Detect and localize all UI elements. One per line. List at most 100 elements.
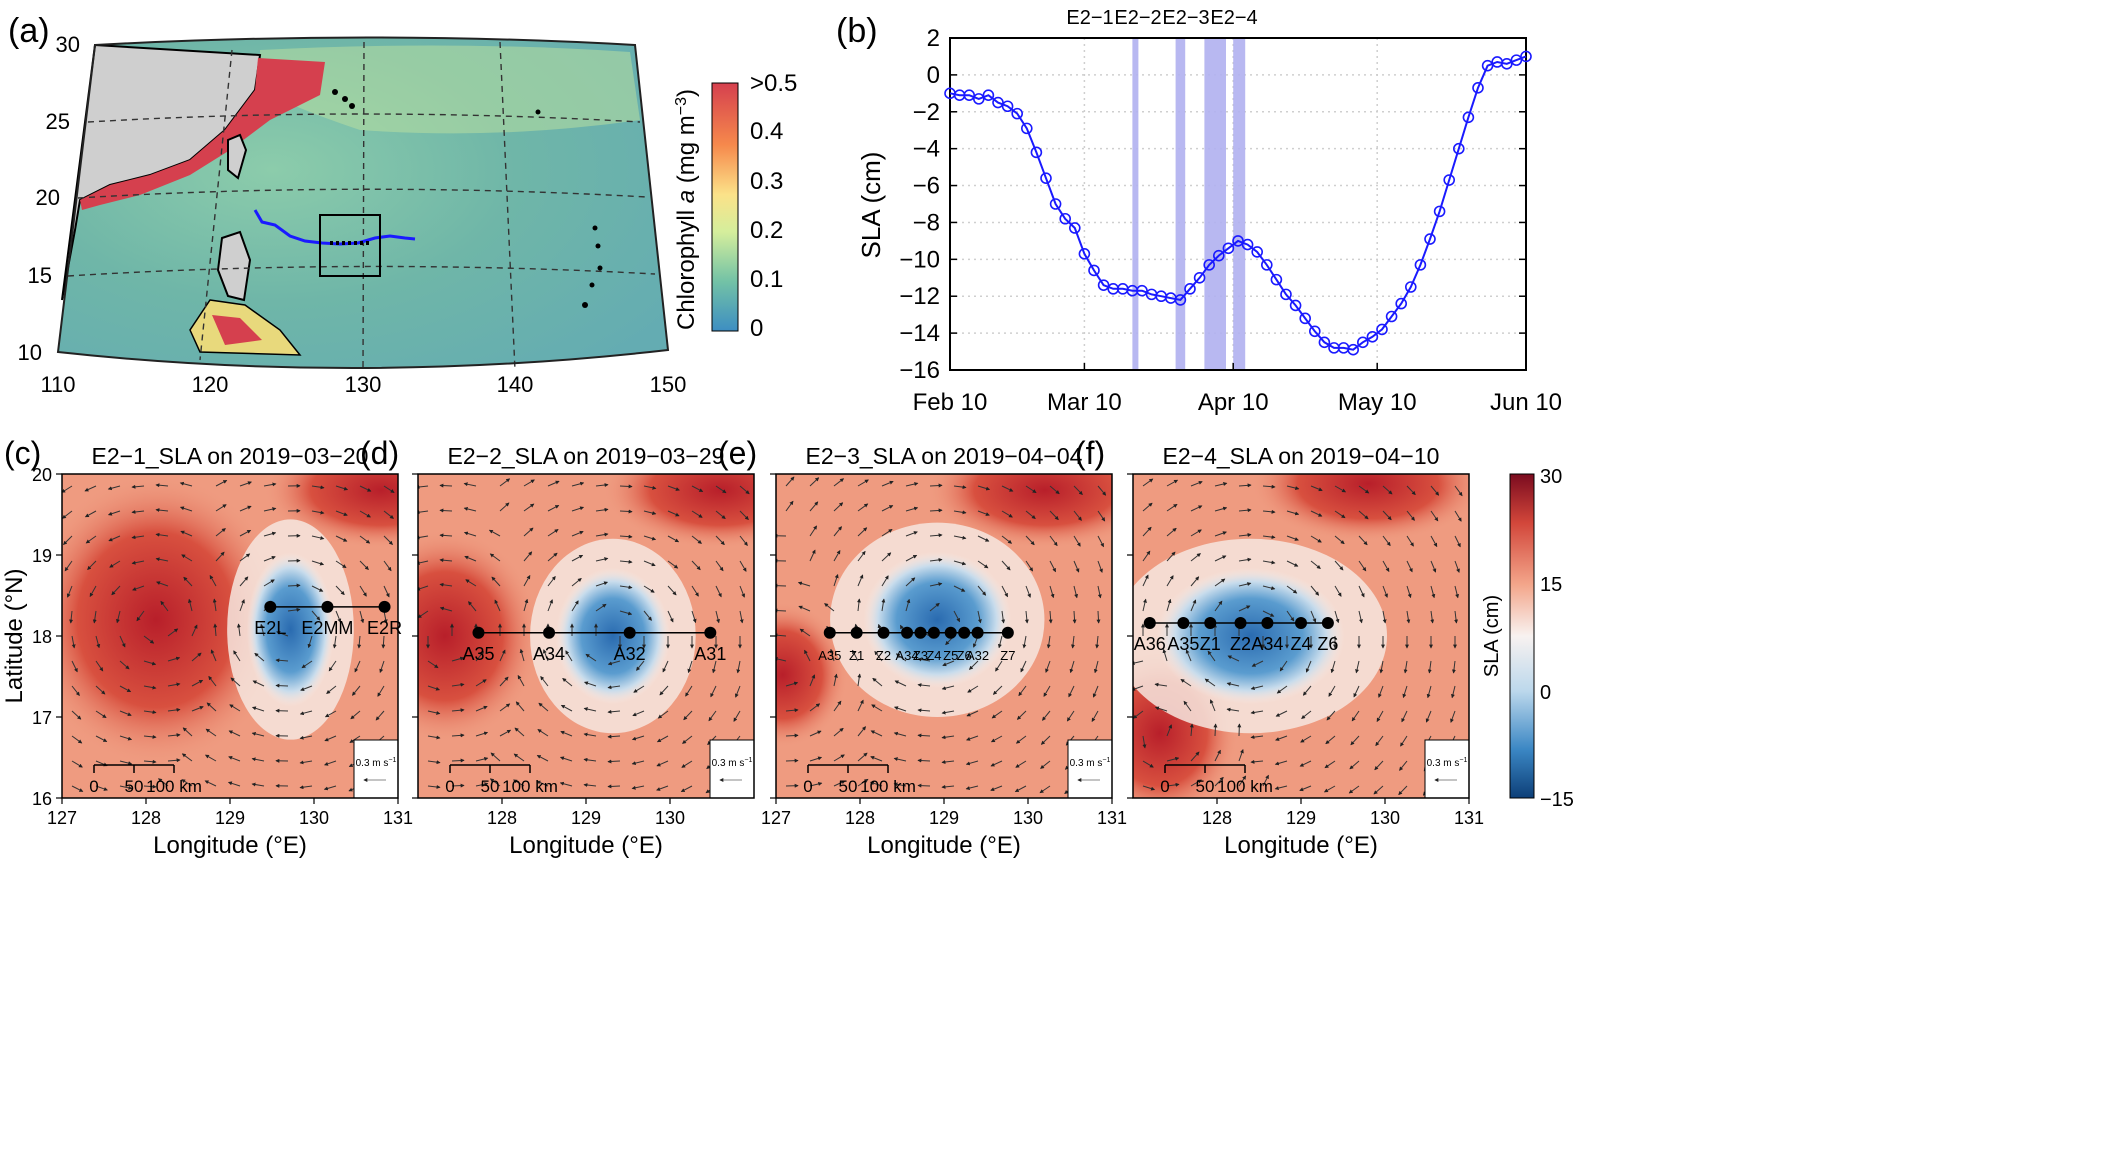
- event-band: [1175, 38, 1186, 370]
- station-label: A34: [533, 644, 565, 664]
- small-islands: [332, 89, 603, 308]
- station-marker: [901, 626, 914, 639]
- data-point: [1136, 284, 1148, 297]
- panel-a-label: (a): [8, 12, 50, 50]
- svg-text:50: 50: [481, 777, 500, 796]
- lon-tick-label: 128: [1202, 808, 1232, 828]
- svg-text:50: 50: [125, 777, 144, 796]
- svg-text:0: 0: [1540, 682, 1551, 704]
- chart-frame: [949, 37, 1527, 371]
- lat-tick-label: 17: [32, 708, 52, 728]
- map-graticule: [67, 41, 656, 373]
- svg-text:50: 50: [839, 777, 858, 796]
- sla-colorbar-ticks: 30 15 0 −15: [1540, 466, 1574, 811]
- data-point: [1241, 238, 1254, 251]
- sla-panel-label: (c): [4, 435, 41, 471]
- data-point: [1433, 205, 1446, 218]
- data-point: [1385, 310, 1398, 323]
- lon-tick-label: 130: [1013, 808, 1043, 828]
- x-tick-label: Apr 10: [1198, 389, 1269, 416]
- lon-tick-label: 131: [1097, 808, 1127, 828]
- lon-tick-label: 129: [1286, 808, 1316, 828]
- station-marker: [1321, 617, 1334, 630]
- data-point: [1021, 122, 1033, 135]
- distance-scale-bar: 0 50 100 km: [89, 764, 202, 796]
- y-tick-label: −14: [899, 320, 940, 347]
- station-marker: [623, 626, 636, 639]
- cold-eddy: [555, 567, 670, 705]
- lon-tick-label: 131: [383, 808, 413, 828]
- lat-tick-label: 16: [32, 789, 52, 809]
- svg-text:0.4: 0.4: [750, 118, 783, 145]
- svg-text:100 km: 100 km: [502, 777, 558, 796]
- svg-text:0.2: 0.2: [750, 217, 783, 244]
- station-label: A32: [966, 648, 989, 663]
- luzon-land: [216, 230, 252, 302]
- warm-region-ne: [602, 474, 754, 549]
- y-tick-label: −4: [913, 136, 940, 163]
- station-marker: [378, 600, 391, 613]
- data-point: [1395, 297, 1407, 310]
- data-point: [1059, 212, 1071, 225]
- data-point: [1232, 235, 1244, 247]
- svg-text:>0.5: >0.5: [750, 70, 797, 97]
- data-point: [1347, 343, 1359, 356]
- station-label: A32: [614, 644, 646, 664]
- station-marker: [971, 626, 984, 639]
- data-point: [1376, 323, 1388, 336]
- station-label: Z6: [957, 648, 972, 663]
- velocity-arrows: [418, 478, 750, 795]
- sla-colorbar-bar: [1509, 473, 1535, 799]
- data-point: [1501, 58, 1513, 70]
- data-point: [1424, 233, 1436, 245]
- data-point: [1030, 146, 1043, 159]
- station-label: E2MM: [301, 618, 353, 638]
- sla-panel-title: E2−4_SLA on 2019−04−10: [1163, 443, 1440, 469]
- lat-tick-label: 19: [32, 546, 52, 566]
- data-point: [963, 89, 976, 101]
- station-label: A35: [818, 648, 841, 663]
- chlorophyll-colorbar-title: Chlorophyll a (mg m−3): [673, 89, 700, 330]
- data-point: [1174, 294, 1187, 306]
- sla-panel-title: E2−3_SLA on 2019−04−04: [806, 443, 1083, 469]
- svg-text:0.3: 0.3: [750, 168, 783, 195]
- event-band: [1132, 38, 1139, 370]
- data-point: [982, 89, 995, 101]
- sla-panel-title: E2−2_SLA on 2019−03−29: [448, 443, 725, 469]
- data-point: [1069, 222, 1081, 234]
- station-label: Z4: [926, 648, 941, 663]
- data-point: [1318, 336, 1331, 349]
- x-axis-label: Longitude (°E): [1224, 832, 1378, 859]
- data-point: [1357, 336, 1369, 349]
- data-point: [1270, 273, 1283, 286]
- chlorophyll-high-north: [260, 45, 640, 134]
- svg-text:15: 15: [1540, 574, 1562, 596]
- sla-colorbar: 30 15 0 −15 SLA (cm): [1481, 466, 1574, 811]
- svg-text:0: 0: [803, 777, 812, 796]
- station-marker: [1001, 626, 1014, 639]
- event-label: E2−2: [1114, 7, 1161, 29]
- philippines-coast-red: [212, 315, 262, 345]
- velocity-scale-legend: 0.3 m s−1: [1067, 739, 1113, 799]
- event-band: [1204, 38, 1226, 370]
- y-tick-label: −12: [899, 283, 940, 310]
- station-label: Z2: [876, 648, 891, 663]
- lon-tick-label: 129: [215, 808, 245, 828]
- data-point: [1251, 246, 1263, 258]
- lon-tick-label: 129: [929, 808, 959, 828]
- svg-text:0.3 m s−1: 0.3 m s−1: [1427, 757, 1468, 769]
- map-lat-labels: 30 25 20 15 10: [18, 32, 80, 365]
- data-point: [1405, 281, 1417, 293]
- map-frame: [56, 36, 670, 370]
- data-point: [1193, 271, 1206, 284]
- data-point: [1049, 198, 1062, 210]
- station-marker: [321, 600, 334, 613]
- warm-eddy: [62, 474, 288, 766]
- event-bands: E2−1 E2−2 E2−3 E2−4: [1066, 7, 1258, 370]
- data-point: [1222, 242, 1235, 255]
- map-lon-labels: 110 120 130 140 150: [40, 372, 686, 397]
- svg-text:130: 130: [345, 372, 382, 397]
- y-tick-label: 2: [927, 25, 940, 52]
